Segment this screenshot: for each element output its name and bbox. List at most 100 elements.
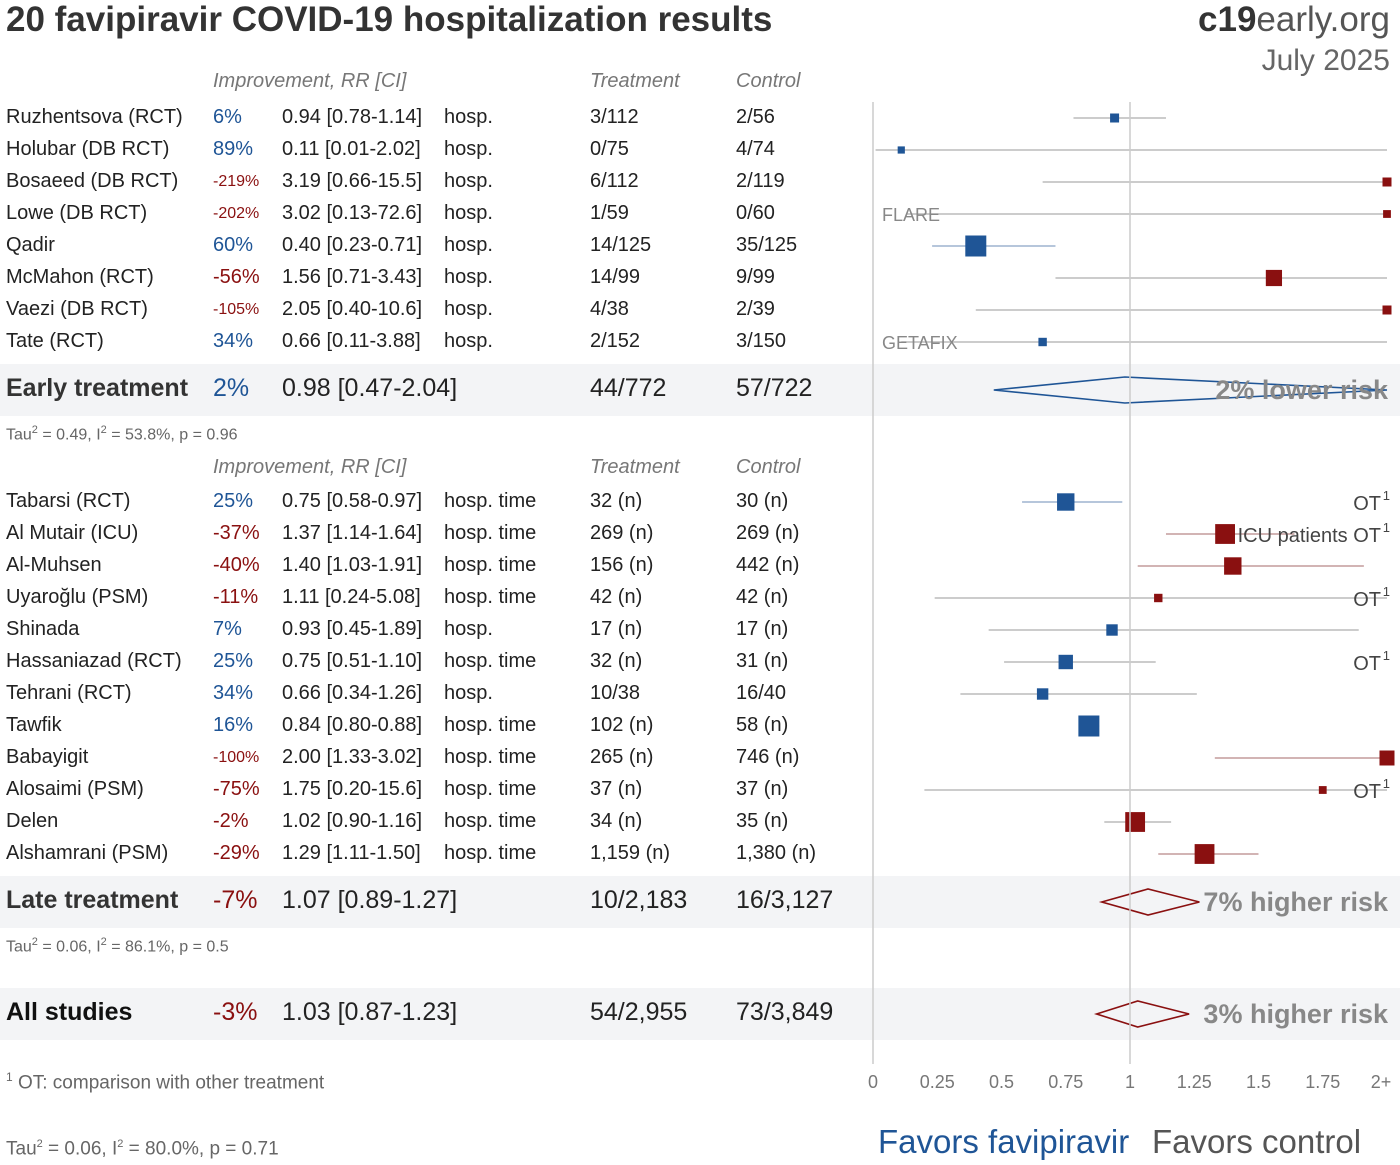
study-control-count: 9/99 bbox=[736, 266, 775, 288]
study-rr-ci: 0.11 [0.01-2.02] bbox=[282, 138, 421, 160]
summary-diamond bbox=[1098, 888, 1200, 916]
study-outcome: hosp. time bbox=[444, 778, 537, 800]
summary-improvement: -3% bbox=[213, 998, 258, 1026]
study-control-count: 30 (n) bbox=[736, 490, 789, 512]
x-tick-label: 0 bbox=[868, 1072, 878, 1092]
effect-marker bbox=[1078, 715, 1100, 737]
study-improvement: -202% bbox=[213, 205, 260, 222]
comparator-footnote-mark: 1 bbox=[1383, 776, 1390, 791]
summary-improvement: 2% bbox=[213, 374, 250, 402]
study-name: Ruzhentsova (RCT) bbox=[6, 106, 183, 128]
study-control-count: 2/56 bbox=[736, 106, 775, 128]
study-name: Tate (RCT) bbox=[6, 330, 104, 352]
comparator-footnote-mark: 1 bbox=[1383, 520, 1390, 535]
study-improvement: 34% bbox=[213, 330, 254, 352]
study-control-count: 58 (n) bbox=[736, 714, 789, 736]
effect-marker bbox=[1265, 269, 1283, 287]
study-rr-ci: 1.75 [0.20-15.6] bbox=[282, 778, 423, 800]
effect-marker bbox=[897, 146, 905, 154]
study-acronym-label: GETAFIX bbox=[882, 333, 958, 353]
study-rr-ci: 0.40 [0.23-0.71] bbox=[282, 234, 423, 256]
study-outcome: hosp. bbox=[444, 202, 493, 224]
study-outcome: hosp. time bbox=[444, 746, 537, 768]
study-outcome: hosp. time bbox=[444, 810, 537, 832]
study-treatment-count: 32 (n) bbox=[590, 490, 643, 512]
x-tick-label: 1.75 bbox=[1305, 1072, 1340, 1092]
summary-diamond bbox=[993, 376, 1388, 404]
study-name: Tawfik bbox=[6, 714, 62, 736]
study-outcome: hosp. bbox=[444, 234, 493, 256]
x-tick-label: 0.25 bbox=[920, 1072, 955, 1092]
study-control-count: 269 (n) bbox=[736, 522, 800, 544]
study-rr-ci: 2.00 [1.33-3.02] bbox=[282, 746, 423, 768]
study-improvement: 25% bbox=[213, 650, 254, 672]
study-name: Qadir bbox=[6, 234, 55, 256]
study-rr-ci: 0.94 [0.78-1.14] bbox=[282, 106, 423, 128]
study-control-count: 746 (n) bbox=[736, 746, 800, 768]
column-header-improvement: Improvement, RR [CI] bbox=[213, 70, 407, 92]
column-header-treatment: Treatment bbox=[590, 70, 680, 92]
study-improvement: 7% bbox=[213, 618, 242, 640]
study-treatment-count: 3/112 bbox=[590, 106, 639, 128]
study-treatment-count: 6/112 bbox=[590, 170, 639, 192]
effect-marker bbox=[965, 235, 987, 257]
study-outcome: hosp. time bbox=[444, 714, 537, 736]
study-improvement: -100% bbox=[213, 749, 260, 766]
overall-name: All studies bbox=[6, 998, 133, 1026]
study-control-count: 4/74 bbox=[736, 138, 775, 160]
study-treatment-count: 32 (n) bbox=[590, 650, 643, 672]
x-tick-label: 0.75 bbox=[1048, 1072, 1083, 1092]
subgroup-name: Late treatment bbox=[6, 886, 179, 914]
study-outcome: hosp. time bbox=[444, 586, 537, 608]
study-treatment-count: 102 (n) bbox=[590, 714, 654, 736]
subgroup-name: Early treatment bbox=[6, 374, 189, 402]
study-outcome: hosp. bbox=[444, 138, 493, 160]
summary-treatment-count: 54/2,955 bbox=[590, 998, 688, 1026]
study-name: Shinada bbox=[6, 618, 80, 640]
study-name: Bosaeed (DB RCT) bbox=[6, 170, 179, 192]
footnote: 1 OT: comparison with other treatment bbox=[6, 1070, 325, 1094]
late-heterogeneity-stat: Tau2 = 0.06, I2 = 86.1%, p = 0.5 bbox=[6, 936, 229, 956]
subgroup-summary-band bbox=[0, 364, 1400, 416]
comparator-label: OT bbox=[1353, 589, 1381, 611]
study-rr-ci: 3.19 [0.66-15.5] bbox=[282, 170, 423, 192]
study-rr-ci: 0.75 [0.58-0.97] bbox=[282, 490, 423, 512]
study-rr-ci: 0.75 [0.51-1.10] bbox=[282, 650, 423, 672]
study-treatment-count: 2/152 bbox=[590, 330, 641, 352]
study-control-count: 37 (n) bbox=[736, 778, 789, 800]
comparator-footnote-mark: 1 bbox=[1383, 584, 1390, 599]
summary-treatment-count: 10/2,183 bbox=[590, 886, 688, 914]
study-name: Hassaniazad (RCT) bbox=[6, 650, 182, 672]
summary-risk-text: 3% higher risk bbox=[1203, 999, 1389, 1029]
study-rr-ci: 1.37 [1.14-1.64] bbox=[282, 522, 423, 544]
study-name: Babayigit bbox=[6, 746, 89, 768]
summary-control-count: 73/3,849 bbox=[736, 998, 834, 1026]
favors-treatment-label: Favors favipiravir bbox=[878, 1123, 1130, 1160]
study-outcome: hosp. time bbox=[444, 842, 537, 864]
study-rr-ci: 0.66 [0.11-3.88] bbox=[282, 330, 421, 352]
summary-risk-text: 7% higher risk bbox=[1203, 887, 1389, 917]
effect-marker bbox=[1224, 557, 1242, 575]
study-name: Vaezi (DB RCT) bbox=[6, 298, 148, 320]
effect-marker bbox=[1215, 524, 1235, 544]
study-name: Uyaroğlu (PSM) bbox=[6, 586, 149, 608]
study-rr-ci: 1.56 [0.71-3.43] bbox=[282, 266, 423, 288]
effect-marker bbox=[1125, 812, 1146, 832]
study-outcome: hosp. bbox=[444, 618, 493, 640]
study-name: Al Mutair (ICU) bbox=[6, 522, 139, 544]
study-rr-ci: 0.84 [0.80-0.88] bbox=[282, 714, 423, 736]
effect-marker bbox=[1036, 688, 1049, 700]
study-control-count: 16/40 bbox=[736, 682, 787, 704]
study-treatment-count: 14/99 bbox=[590, 266, 641, 288]
column-header-control: Control bbox=[736, 70, 801, 92]
comparator-label: OT bbox=[1353, 653, 1381, 675]
study-outcome: hosp. time bbox=[444, 522, 537, 544]
x-tick-label: 0.5 bbox=[989, 1072, 1014, 1092]
study-treatment-count: 0/75 bbox=[590, 138, 629, 160]
chart-title: 20 favipiravir COVID-19 hospitalization … bbox=[6, 0, 773, 39]
overall-heterogeneity-stat: Tau2 = 0.06, I2 = 80.0%, p = 0.71 bbox=[6, 1138, 279, 1160]
study-outcome: hosp. bbox=[444, 682, 493, 704]
summary-control-count: 16/3,127 bbox=[736, 886, 834, 914]
study-improvement: 6% bbox=[213, 106, 242, 128]
